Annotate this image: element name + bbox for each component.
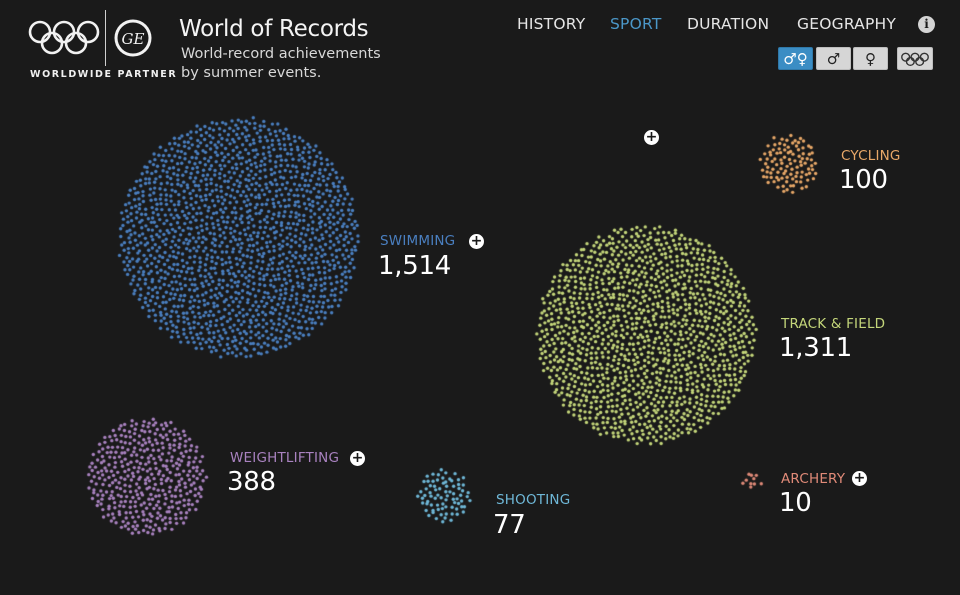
archery-label: ARCHERY (781, 471, 846, 487)
swimming-expand-icon[interactable]: + (469, 233, 484, 249)
shooting-label: SHOOTING (496, 492, 571, 508)
archery-count: 10 (779, 488, 812, 518)
swimming-count: 1,514 (378, 251, 451, 281)
shooting-count: 77 (493, 510, 526, 540)
swimming-label-text: SWIMMING (380, 233, 456, 249)
track-field-count: 1,311 (779, 333, 852, 363)
weightlifting-count: 388 (227, 467, 276, 497)
cycling-label: CYCLING (841, 148, 901, 164)
archery-expand-icon[interactable]: + (852, 470, 867, 486)
swimming-label: SWIMMING (380, 233, 455, 249)
weightlifting-label: WEIGHTLIFTING (230, 450, 340, 466)
cycling-count: 100 (839, 165, 888, 195)
track-field-label: TRACK & FIELD (781, 316, 886, 332)
weightlifting-expand-icon[interactable]: + (350, 450, 365, 466)
